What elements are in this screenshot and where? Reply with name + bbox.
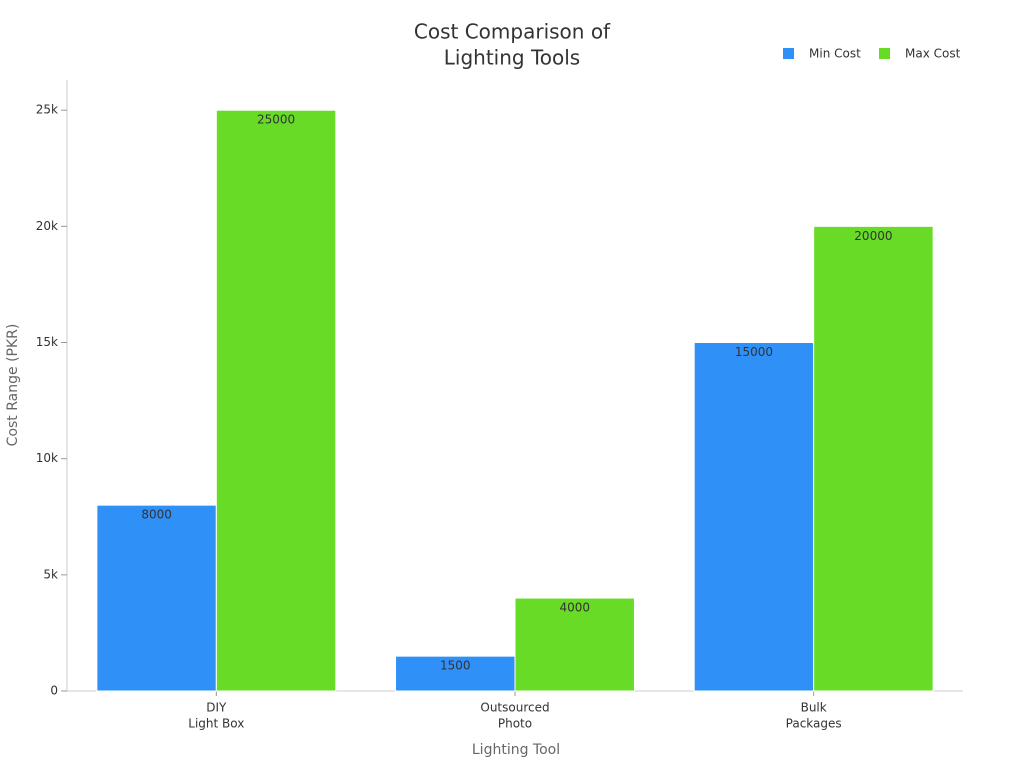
legend-label: Min Cost [809, 47, 861, 61]
x-tick-label: Light Box [188, 717, 244, 731]
y-tick-label: 25k [36, 103, 58, 117]
chart-title: Cost Comparison of [414, 20, 611, 44]
x-tick-label: Outsourced [480, 701, 549, 715]
bar [215, 109, 337, 692]
y-tick-label: 15k [36, 335, 58, 349]
bar [514, 597, 635, 692]
y-tick-label: 20k [36, 219, 58, 233]
y-axis-title: Cost Range (PKR) [5, 324, 21, 447]
y-tick-label: 5k [43, 567, 58, 581]
data-label: 15000 [735, 345, 773, 359]
legend-label: Max Cost [905, 47, 961, 61]
y-tick-label: 0 [50, 684, 58, 698]
x-tick-label: Packages [786, 717, 842, 731]
bar [96, 504, 217, 692]
data-label: 20000 [854, 229, 892, 243]
data-label: 1500 [440, 659, 471, 673]
bar [693, 342, 815, 692]
legend-swatch [879, 48, 890, 59]
x-tick-label: DIY [206, 701, 227, 715]
data-label: 25000 [257, 113, 295, 127]
x-tick-label: Photo [498, 717, 532, 731]
data-label: 4000 [559, 601, 590, 615]
bar [813, 225, 934, 692]
x-axis-title: Lighting Tool [472, 742, 560, 758]
legend-swatch [783, 48, 794, 59]
y-tick-label: 10k [36, 451, 58, 465]
x-tick-label: Bulk [801, 701, 827, 715]
chart-title: Lighting Tools [444, 46, 580, 70]
data-label: 8000 [141, 508, 172, 522]
